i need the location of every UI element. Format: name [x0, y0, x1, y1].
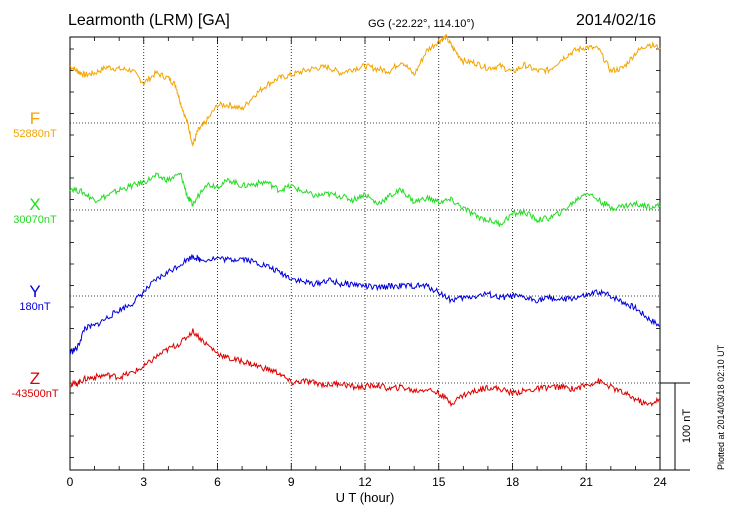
series-line-x — [69, 172, 661, 227]
x-tick-label: 15 — [432, 475, 446, 489]
legend-y-symbol: Y — [29, 282, 41, 301]
x-tick-label: 21 — [580, 475, 594, 489]
x-tick-label: 6 — [214, 475, 221, 489]
x-tick-label: 24 — [653, 475, 667, 489]
chart-date: 2014/02/16 — [576, 12, 657, 29]
legend-f: F 52880nT — [0, 110, 70, 141]
series-line-z — [69, 328, 661, 408]
x-tick-label: 0 — [67, 475, 74, 489]
legend-z-symbol: Z — [29, 369, 41, 388]
chart-title: Learmonth (LRM) [GA] — [68, 12, 230, 29]
series-line-y — [69, 254, 660, 355]
x-tick-label: 18 — [506, 475, 520, 489]
station-coordinates: GG (-22.22°, 114.10°) — [368, 18, 475, 30]
legend-x-baseline: 30070nT — [13, 214, 57, 226]
scale-bar-label: 100 nT — [681, 409, 693, 444]
x-tick-label: 12 — [358, 475, 372, 489]
x-tick-label: 9 — [288, 475, 295, 489]
legend-x: X 30070nT — [0, 196, 70, 227]
legend-z: Z -43500nT — [0, 370, 70, 401]
series-line-f — [70, 34, 661, 148]
legend-x-symbol: X — [29, 195, 41, 214]
legend-y: Y 180nT — [0, 283, 70, 314]
legend-y-baseline: 180nT — [19, 301, 51, 313]
x-axis-label: U T (hour) — [335, 490, 395, 505]
legend-f-baseline: 52880nT — [13, 128, 57, 140]
x-tick-label: 3 — [140, 475, 147, 489]
plot-credit: Plotted at 2014/03/18 02:10 UT — [716, 344, 726, 470]
legend-z-baseline: -43500nT — [11, 388, 59, 400]
legend-f-symbol: F — [29, 109, 41, 128]
